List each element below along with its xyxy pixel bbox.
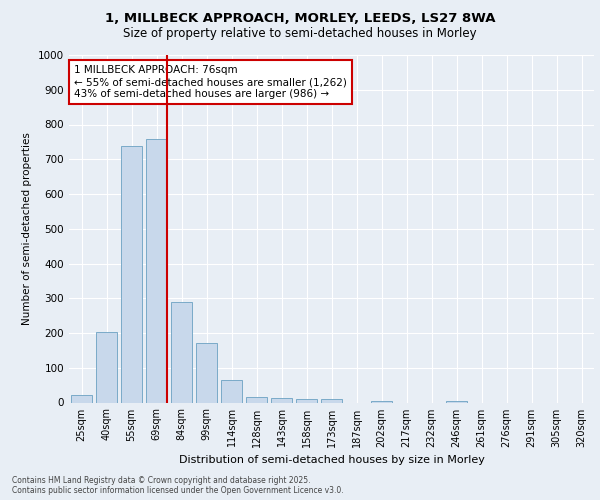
X-axis label: Distribution of semi-detached houses by size in Morley: Distribution of semi-detached houses by … [179, 455, 484, 465]
Bar [446, 401, 467, 402]
Bar [121, 146, 142, 403]
Bar [196, 344, 217, 402]
Bar [171, 302, 192, 402]
Bar [71, 395, 92, 402]
Bar [96, 332, 117, 402]
Bar [271, 398, 292, 402]
Y-axis label: Number of semi-detached properties: Number of semi-detached properties [22, 132, 32, 325]
Text: Size of property relative to semi-detached houses in Morley: Size of property relative to semi-detach… [123, 28, 477, 40]
Bar [296, 399, 317, 402]
Bar [246, 396, 267, 402]
Bar [371, 401, 392, 402]
Text: 1 MILLBECK APPROACH: 76sqm
← 55% of semi-detached houses are smaller (1,262)
43%: 1 MILLBECK APPROACH: 76sqm ← 55% of semi… [74, 66, 347, 98]
Bar [146, 140, 167, 402]
Text: Contains HM Land Registry data © Crown copyright and database right 2025.
Contai: Contains HM Land Registry data © Crown c… [12, 476, 344, 495]
Bar [221, 380, 242, 402]
Text: 1, MILLBECK APPROACH, MORLEY, LEEDS, LS27 8WA: 1, MILLBECK APPROACH, MORLEY, LEEDS, LS2… [105, 12, 495, 26]
Bar [321, 399, 342, 402]
